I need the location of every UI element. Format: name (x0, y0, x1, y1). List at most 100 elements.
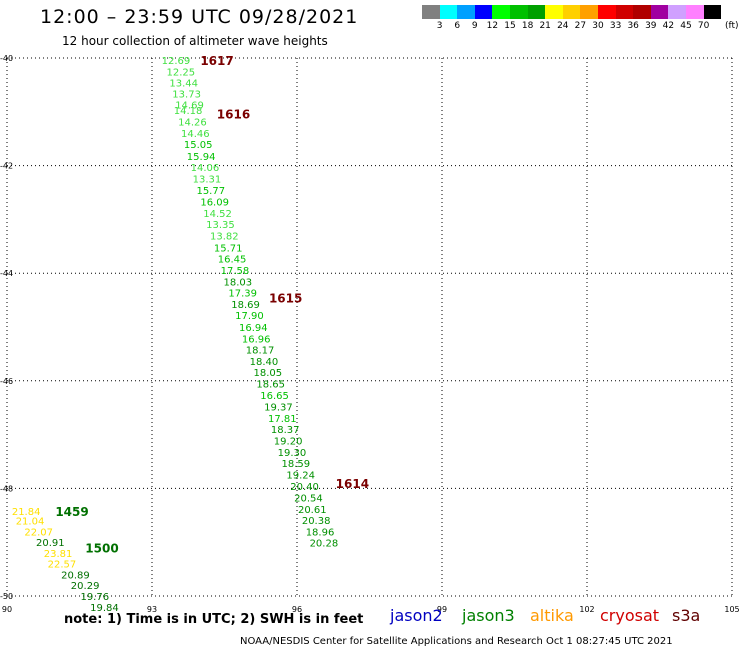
swh-value-label: 16.96 (242, 334, 271, 345)
time-label: 1615 (269, 291, 302, 305)
legend-label: 27 (574, 21, 587, 31)
satellite-legend-jason3: jason3 (462, 606, 515, 625)
legend-swatch (703, 5, 722, 19)
swh-value-label: 15.05 (184, 140, 213, 151)
swh-value-label: 23.81 (44, 549, 73, 560)
swh-value-label: 16.09 (200, 198, 229, 209)
swh-value-label: 18.69 (231, 300, 260, 311)
legend-label: 18 (521, 21, 534, 31)
legend-label: 39 (645, 21, 657, 31)
legend-swatch (597, 5, 616, 19)
swh-value-label: 17.81 (268, 414, 297, 425)
swh-value-label: 17.90 (235, 311, 264, 322)
x-tick-label: 96 (292, 605, 302, 614)
swh-value-label: 19.84 (90, 603, 119, 614)
swh-value-label: 18.05 (254, 368, 283, 379)
legend-swatch (439, 5, 458, 19)
swh-value-label: 18.96 (306, 527, 335, 538)
chart-subtitle: 12 hour collection of altimeter wave hei… (62, 34, 328, 48)
y-tick-label: -46 (0, 377, 13, 386)
satellite-legend-s3a: s3a (672, 606, 701, 625)
legend-swatch (422, 5, 440, 19)
swh-value-label: 14.18 (174, 106, 203, 117)
legend-label: 36 (627, 21, 639, 31)
swh-value-label: 13.82 (210, 232, 239, 243)
swh-value-label: 17.39 (228, 289, 257, 300)
swh-value-label: 20.38 (302, 516, 331, 527)
swh-value-label: 18.59 (282, 459, 311, 470)
legend-label: 9 (471, 21, 478, 31)
legend-label: 21 (539, 21, 551, 31)
swh-value-label: 21.84 (12, 507, 41, 518)
legend-swatch (545, 5, 563, 19)
swh-value-label: 13.35 (206, 220, 235, 231)
y-tick-label: -42 (0, 162, 13, 171)
x-tick-label: 93 (147, 605, 157, 614)
legend-label: 70 (697, 21, 710, 31)
legend-swatch (457, 5, 475, 19)
swh-value-label: 13.31 (193, 175, 222, 186)
y-tick-label: -50 (0, 592, 13, 601)
legend-label: 33 (609, 21, 622, 31)
swh-value-label: 19.24 (286, 470, 315, 481)
x-tick-label: 102 (579, 605, 594, 614)
legend-swatch (474, 5, 493, 19)
swh-value-label: 15.94 (187, 152, 216, 163)
swh-value-label: 14.06 (191, 163, 220, 174)
swh-value-label: 17.58 (221, 266, 250, 277)
swh-value-label: 22.07 (24, 527, 53, 538)
legend-label: 42 (662, 21, 675, 31)
swh-value-label: 22.57 (48, 560, 77, 571)
legend-label: 6 (454, 21, 461, 31)
time-label: 1616 (217, 107, 250, 121)
swh-value-label: 20.89 (61, 570, 90, 581)
swh-value-label: 14.52 (203, 209, 232, 220)
swh-value-label: 20.29 (71, 581, 100, 592)
time-label: 1500 (85, 542, 118, 556)
legend-swatch (492, 5, 510, 19)
swh-value-label: 18.37 (271, 425, 300, 436)
swh-value-label: 19.30 (278, 448, 307, 459)
legend-swatch (580, 5, 598, 19)
swh-value-label: 19.37 (264, 403, 293, 414)
swh-value-label: 18.17 (246, 346, 275, 357)
color-legend-bar (422, 5, 722, 19)
swh-value-label: 16.65 (260, 391, 289, 402)
swh-value-label: 16.94 (239, 323, 268, 334)
swh-value-label: 20.54 (294, 494, 323, 505)
x-tick-label: 105 (724, 605, 739, 614)
legend-swatch (509, 5, 528, 19)
legend-label: 3 (436, 21, 443, 31)
y-tick-label: -40 (0, 54, 13, 63)
swh-value-label: 19.76 (80, 592, 109, 603)
swh-value-label: 21.04 (16, 517, 45, 528)
swh-value-label: 19.20 (274, 437, 303, 448)
swh-value-label: 14.26 (178, 117, 207, 128)
swh-value-label: 12.25 (167, 67, 196, 78)
credit-line: NOAA/NESDIS Center for Satellite Applica… (240, 636, 673, 647)
swh-value-label: 20.28 (310, 539, 339, 550)
chart-title: 12:00 – 23:59 UTC 09/28/2021 (40, 6, 359, 28)
time-label: 1459 (55, 505, 88, 519)
color-legend-unit: (ft) (725, 21, 739, 31)
swh-value-label: 14.46 (181, 129, 210, 140)
legend-swatch (633, 5, 651, 19)
legend-swatch (650, 5, 669, 19)
y-tick-label: -48 (0, 484, 13, 493)
swh-value-label: 16.45 (218, 255, 247, 266)
satellite-legend-altika: altika (530, 606, 574, 625)
swh-value-label: 13.44 (169, 79, 198, 90)
satellite-legend-cryosat: cryosat (600, 606, 660, 625)
legend-label: 24 (557, 21, 569, 31)
swh-value-label: 15.77 (196, 186, 225, 197)
y-tick-label: -44 (0, 269, 13, 278)
swh-value-label: 13.73 (172, 90, 201, 101)
swh-value-label: 12.69 (162, 56, 191, 67)
swh-value-label: 18.03 (224, 277, 253, 288)
legend-swatch (527, 5, 546, 19)
footer-note: note: 1) Time is in UTC; 2) SWH is in fe… (64, 612, 364, 627)
legend-label: 45 (680, 21, 692, 31)
legend-label: 15 (504, 21, 516, 31)
legend-swatch (668, 5, 686, 19)
